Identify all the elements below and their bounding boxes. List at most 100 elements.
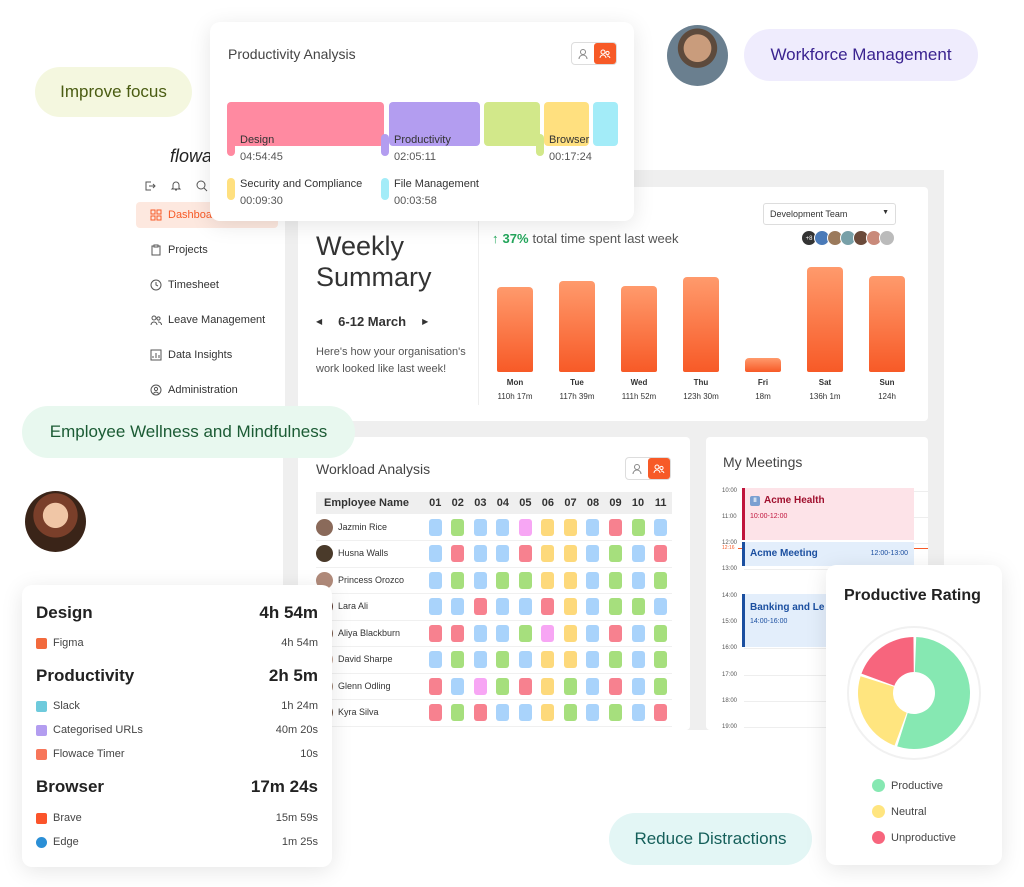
bar[interactable] xyxy=(869,276,905,372)
bar[interactable] xyxy=(683,276,719,372)
team-select[interactable]: Development Team ▼ xyxy=(763,203,896,225)
donut-slice-productive[interactable] xyxy=(897,637,970,749)
sidebar-item-projects[interactable]: Projects xyxy=(150,244,208,256)
workload-marker[interactable] xyxy=(609,624,623,642)
segment-security[interactable] xyxy=(544,102,589,146)
team-toggle[interactable] xyxy=(648,458,670,479)
table-row[interactable]: David Sharpe xyxy=(316,646,672,674)
prev-week-icon[interactable]: ◀ xyxy=(316,317,323,326)
workload-marker[interactable] xyxy=(496,545,510,563)
workload-marker[interactable] xyxy=(541,545,555,563)
workload-marker[interactable] xyxy=(451,704,465,722)
workload-marker[interactable] xyxy=(563,651,577,669)
workload-marker[interactable] xyxy=(609,598,623,616)
workload-marker[interactable] xyxy=(631,677,645,695)
bar[interactable] xyxy=(621,285,657,372)
workload-marker[interactable] xyxy=(609,518,623,536)
workload-marker[interactable] xyxy=(563,624,577,642)
workload-marker[interactable] xyxy=(518,571,532,589)
workload-marker[interactable] xyxy=(451,677,465,695)
workload-marker[interactable] xyxy=(541,651,555,669)
workload-marker[interactable] xyxy=(451,598,465,616)
workload-marker[interactable] xyxy=(654,624,668,642)
segment-browser[interactable] xyxy=(484,102,540,146)
workload-marker[interactable] xyxy=(518,677,532,695)
workload-marker[interactable] xyxy=(451,624,465,642)
workload-marker[interactable] xyxy=(631,545,645,563)
sidebar-item-data-insights[interactable]: Data Insights xyxy=(150,349,232,361)
workload-marker[interactable] xyxy=(586,545,600,563)
workload-marker[interactable] xyxy=(428,571,442,589)
workload-marker[interactable] xyxy=(451,651,465,669)
workload-marker[interactable] xyxy=(541,624,555,642)
workload-marker[interactable] xyxy=(563,518,577,536)
workload-marker[interactable] xyxy=(518,624,532,642)
workload-marker[interactable] xyxy=(473,571,487,589)
workload-marker[interactable] xyxy=(496,651,510,669)
workload-marker[interactable] xyxy=(654,704,668,722)
workload-marker[interactable] xyxy=(496,704,510,722)
workload-marker[interactable] xyxy=(473,624,487,642)
workload-marker[interactable] xyxy=(496,518,510,536)
segment-design[interactable] xyxy=(227,102,384,146)
team-toggle[interactable] xyxy=(594,43,616,64)
next-week-icon[interactable]: ▶ xyxy=(422,317,429,326)
workload-marker[interactable] xyxy=(586,518,600,536)
table-row[interactable]: Glenn Odling xyxy=(316,673,672,700)
workload-marker[interactable] xyxy=(654,598,668,616)
workload-marker[interactable] xyxy=(496,571,510,589)
workload-marker[interactable] xyxy=(541,677,555,695)
workload-marker[interactable] xyxy=(473,545,487,563)
workload-marker[interactable] xyxy=(428,518,442,536)
single-user-toggle[interactable] xyxy=(626,458,648,479)
workload-marker[interactable] xyxy=(654,677,668,695)
workload-marker[interactable] xyxy=(473,598,487,616)
workload-marker[interactable] xyxy=(473,704,487,722)
workload-marker[interactable] xyxy=(609,677,623,695)
search-icon[interactable] xyxy=(196,180,208,192)
logout-icon[interactable] xyxy=(144,180,156,192)
workload-marker[interactable] xyxy=(631,598,645,616)
workload-marker[interactable] xyxy=(518,598,532,616)
table-row[interactable]: Kyra Silva xyxy=(316,699,672,727)
sidebar-item-administration[interactable]: Administration xyxy=(150,384,238,396)
workload-marker[interactable] xyxy=(654,545,668,563)
sidebar-item-timesheet[interactable]: Timesheet xyxy=(150,279,219,291)
workload-marker[interactable] xyxy=(586,624,600,642)
workload-marker[interactable] xyxy=(609,651,623,669)
workload-marker[interactable] xyxy=(541,704,555,722)
workload-marker[interactable] xyxy=(586,651,600,669)
workload-marker[interactable] xyxy=(428,598,442,616)
workload-marker[interactable] xyxy=(541,571,555,589)
meeting-event[interactable]: II Acme Health 10:00-12:00 xyxy=(742,488,914,540)
meeting-event[interactable]: Acme Meeting 12:00-13:00 xyxy=(742,542,914,566)
bell-icon[interactable] xyxy=(170,180,182,192)
workload-marker[interactable] xyxy=(631,624,645,642)
bar[interactable] xyxy=(745,358,781,372)
workload-marker[interactable] xyxy=(518,651,532,669)
workload-marker[interactable] xyxy=(496,677,510,695)
workload-marker[interactable] xyxy=(631,518,645,536)
workload-marker[interactable] xyxy=(541,598,555,616)
workload-marker[interactable] xyxy=(428,651,442,669)
workload-marker[interactable] xyxy=(586,571,600,589)
workload-marker[interactable] xyxy=(473,677,487,695)
table-row[interactable]: Husna Walls xyxy=(316,540,672,568)
workload-marker[interactable] xyxy=(563,677,577,695)
bar[interactable] xyxy=(497,286,533,372)
workload-marker[interactable] xyxy=(473,651,487,669)
workload-marker[interactable] xyxy=(631,651,645,669)
workload-marker[interactable] xyxy=(609,571,623,589)
workload-marker[interactable] xyxy=(518,704,532,722)
workload-marker[interactable] xyxy=(451,518,465,536)
table-row[interactable]: Lara Ali xyxy=(316,593,672,621)
table-row[interactable]: Jazmin Rice xyxy=(316,514,672,541)
workload-marker[interactable] xyxy=(631,571,645,589)
workload-marker[interactable] xyxy=(428,624,442,642)
workload-marker[interactable] xyxy=(496,598,510,616)
workload-marker[interactable] xyxy=(518,545,532,563)
workload-marker[interactable] xyxy=(563,598,577,616)
workload-marker[interactable] xyxy=(563,545,577,563)
table-row[interactable]: Princess Orozco xyxy=(316,567,672,594)
workload-marker[interactable] xyxy=(654,571,668,589)
